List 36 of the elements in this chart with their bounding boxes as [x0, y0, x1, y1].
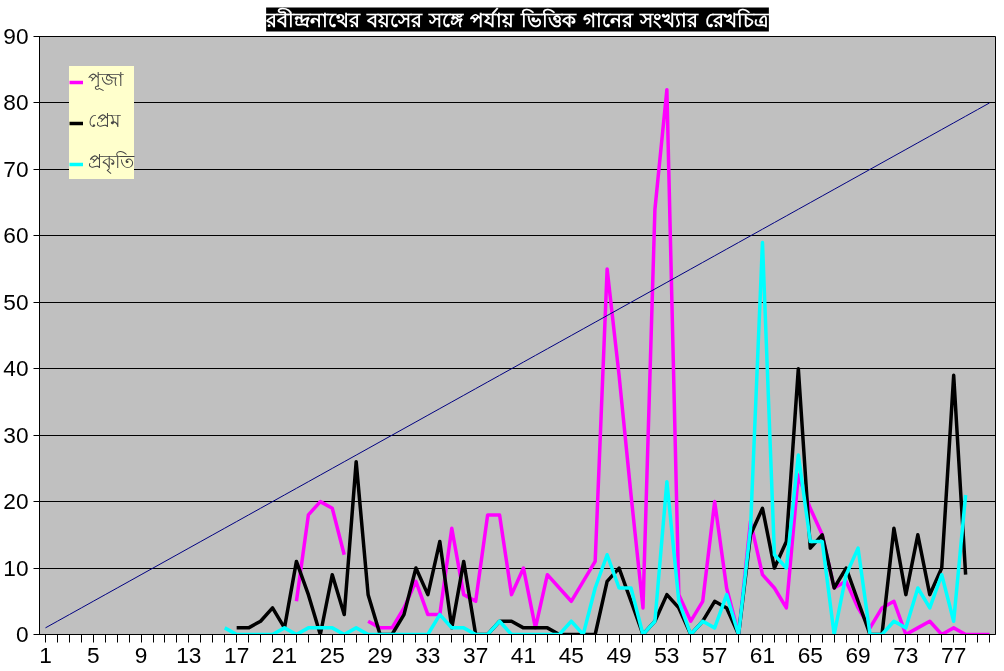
- x-tick-label: 41: [510, 641, 537, 668]
- y-tick-label: 40: [3, 355, 29, 382]
- x-tick-label: 65: [797, 641, 823, 668]
- legend-label: পূজা: [88, 68, 124, 93]
- y-tick-label: 80: [3, 89, 29, 116]
- line-series: [222, 240, 968, 635]
- x-tick-label: 77: [941, 641, 967, 668]
- x-tick-label: 33: [415, 641, 441, 668]
- y-tick-label: 70: [3, 155, 29, 182]
- x-tick-label: 57: [702, 641, 728, 668]
- x-tick-label: 61: [749, 641, 776, 668]
- y-tick-label: 90: [3, 23, 29, 49]
- x-tick-label: 45: [558, 641, 584, 668]
- line-series: [44, 102, 991, 629]
- x-tick-label: 9: [134, 641, 148, 668]
- legend-label: প্রকৃতি: [88, 150, 134, 176]
- y-tick-label: 50: [3, 288, 29, 315]
- x-tick-label: 25: [319, 641, 345, 668]
- x-tick-label: 37: [463, 641, 489, 668]
- chart-title: রবীন্দ্রনাথের বয়সের সঙ্গে পর্যায় ভিত্তিক গানের সংখ্যার রেখচিত্র: [265, 6, 770, 32]
- y-tick-label: 20: [3, 488, 29, 515]
- x-tick-label: 49: [606, 641, 632, 668]
- y-tick-label: 10: [3, 554, 29, 581]
- x-tick-label: 29: [367, 641, 393, 668]
- x-tick-label: 69: [845, 641, 871, 668]
- y-tick-label: 30: [3, 421, 29, 448]
- x-tick-label: 17: [224, 641, 250, 668]
- y-tick-label: 0: [15, 621, 29, 647]
- x-tick-label: 73: [893, 641, 919, 668]
- x-tick-label: 21: [271, 641, 298, 668]
- x-tick-label: 1: [39, 641, 52, 668]
- legend-label: প্রেম: [88, 109, 121, 133]
- x-tick-label: 13: [176, 641, 202, 668]
- y-tick-label: 60: [3, 222, 29, 249]
- x-tick-label: 53: [654, 641, 680, 668]
- x-tick-label: 5: [86, 641, 100, 668]
